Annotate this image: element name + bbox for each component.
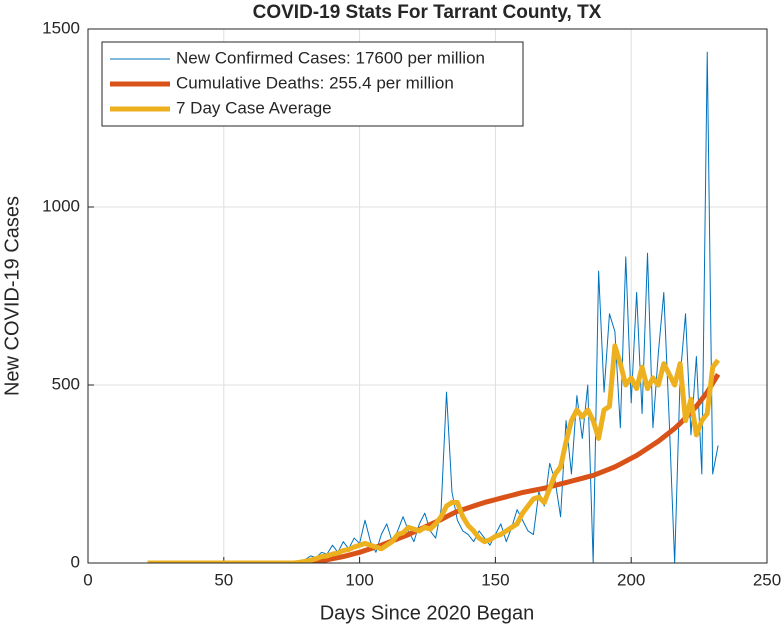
legend-label: New Confirmed Cases: 17600 per million <box>176 48 485 67</box>
x-tick-label: 150 <box>481 570 509 589</box>
plot-frame <box>87 28 768 564</box>
y-tick-label: 1000 <box>42 196 80 215</box>
legend-label: Cumulative Deaths: 255.4 per million <box>176 73 454 92</box>
series-line <box>147 51 719 563</box>
legend-label: 7 Day Case Average <box>176 98 332 117</box>
x-tick-label: 200 <box>617 570 645 589</box>
y-tick-label: 500 <box>52 374 80 393</box>
x-tick-label: 0 <box>83 570 92 589</box>
x-axis-label: Days Since 2020 Began <box>320 602 535 624</box>
legend-box <box>101 41 524 127</box>
y-axis-label: New COVID-19 Cases <box>1 196 23 396</box>
y-tick-label: 1500 <box>42 18 80 37</box>
x-tick-label: 250 <box>753 570 781 589</box>
x-tick-label: 100 <box>345 570 373 589</box>
x-tick-label: 50 <box>214 570 233 589</box>
chart-title: COVID-19 Stats For Tarrant County, TX <box>253 2 602 23</box>
series-line <box>147 343 721 563</box>
y-tick-label: 0 <box>71 552 80 571</box>
